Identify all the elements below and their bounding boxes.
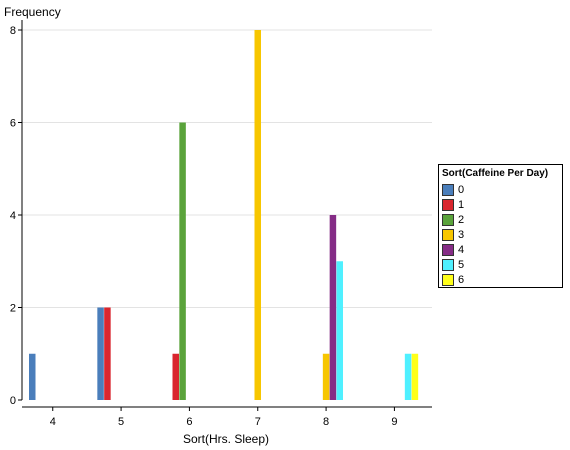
legend-label: 3 bbox=[458, 228, 465, 241]
legend-item: 5 bbox=[442, 257, 562, 272]
bar-caffeine-2 bbox=[179, 122, 186, 400]
legend-swatch bbox=[442, 243, 454, 256]
legend-label: 6 bbox=[458, 273, 465, 286]
grid-lines bbox=[22, 29, 432, 308]
x-tick-label: 5 bbox=[118, 416, 124, 428]
legend-label: 0 bbox=[458, 183, 465, 196]
legend-item: 2 bbox=[442, 212, 562, 227]
y-tick-label: 8 bbox=[10, 25, 16, 37]
y-axis-title: Frequency bbox=[4, 5, 61, 19]
x-tick-label: 7 bbox=[255, 416, 261, 428]
bar-caffeine-1 bbox=[104, 307, 111, 400]
y-tick-label: 0 bbox=[10, 395, 16, 407]
legend-item: 4 bbox=[442, 242, 562, 257]
bars bbox=[29, 30, 419, 400]
legend-swatch bbox=[442, 198, 454, 211]
bar-caffeine-3 bbox=[254, 30, 261, 400]
axes: 0 2 4 6 8 4 5 6 7 8 9 bbox=[10, 20, 432, 428]
legend-item: 1 bbox=[442, 197, 562, 212]
bar-caffeine-4 bbox=[329, 215, 337, 400]
x-axis-title: Sort(Hrs. Sleep) bbox=[183, 432, 269, 446]
x-tick-label: 4 bbox=[50, 416, 56, 428]
bar-caffeine-0 bbox=[29, 353, 36, 400]
x-tick-label: 9 bbox=[391, 416, 397, 428]
x-tick-label: 6 bbox=[186, 416, 192, 428]
bar-caffeine-0 bbox=[97, 307, 104, 400]
bar-caffeine-5 bbox=[336, 261, 343, 400]
legend-title: Sort(Caffeine Per Day) bbox=[442, 168, 549, 179]
legend-item: 3 bbox=[442, 227, 562, 242]
legend-items: 0 1 2 3 4 5 6 bbox=[442, 182, 562, 287]
bar-caffeine-6 bbox=[411, 353, 419, 400]
bar-caffeine-3 bbox=[322, 353, 330, 400]
legend-swatch bbox=[442, 258, 454, 271]
y-tick-label: 2 bbox=[10, 303, 16, 315]
legend-item: 6 bbox=[442, 272, 562, 287]
legend-swatch bbox=[442, 213, 454, 226]
bar-caffeine-1 bbox=[172, 353, 179, 400]
x-tick-label: 8 bbox=[323, 416, 329, 428]
legend-swatch bbox=[442, 183, 454, 196]
legend-item: 0 bbox=[442, 182, 562, 197]
y-tick-label: 4 bbox=[10, 210, 16, 222]
legend-label: 2 bbox=[458, 213, 465, 226]
legend: Sort(Caffeine Per Day) 0 1 2 3 4 5 6 bbox=[438, 164, 563, 288]
legend-label: 1 bbox=[458, 198, 465, 211]
legend-label: 5 bbox=[458, 258, 465, 271]
legend-swatch bbox=[442, 273, 454, 286]
y-tick-label: 6 bbox=[10, 118, 16, 130]
legend-swatch bbox=[442, 228, 454, 241]
legend-label: 4 bbox=[458, 243, 465, 256]
bar-caffeine-5 bbox=[404, 353, 412, 400]
